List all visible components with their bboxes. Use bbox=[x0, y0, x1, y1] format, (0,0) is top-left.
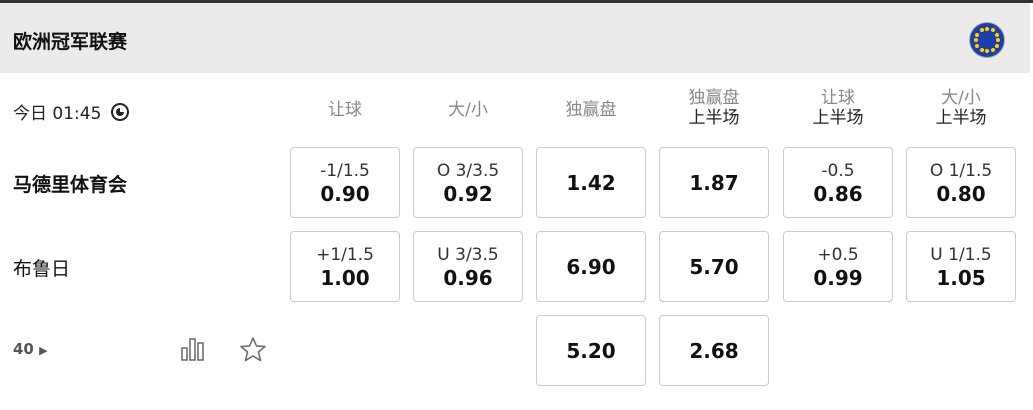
flag-star-icon bbox=[974, 38, 978, 42]
odds-button[interactable]: 2.68 bbox=[659, 315, 769, 386]
odds-line: -1/1.5 bbox=[320, 160, 370, 181]
flag-star-icon bbox=[975, 32, 980, 37]
column-label: 大/小 bbox=[941, 88, 981, 108]
team-name: 马德里体育会 bbox=[13, 174, 128, 196]
odds-line: O 3/3.5 bbox=[436, 160, 500, 181]
stats-icon[interactable] bbox=[180, 336, 206, 362]
column-label: 让球 bbox=[821, 88, 855, 108]
odds-value: 1.87 bbox=[689, 170, 739, 195]
column-header: 让球 bbox=[290, 100, 400, 120]
clock-icon bbox=[111, 102, 130, 121]
odds-line: O 1/1.5 bbox=[929, 160, 993, 181]
odds-button[interactable]: +1/1.5 1.00 bbox=[290, 231, 400, 302]
odds-line: +1/1.5 bbox=[316, 244, 374, 265]
column-label: 大/小 bbox=[448, 100, 488, 120]
odds-button[interactable]: -1/1.5 0.90 bbox=[290, 147, 400, 218]
odds-line: U 3/3.5 bbox=[437, 244, 499, 265]
column-header: 让球 上半场 bbox=[783, 88, 893, 128]
more-count: 40 bbox=[13, 340, 34, 358]
column-sublabel: 上半场 bbox=[935, 108, 987, 128]
match-time: 今日 01:45 bbox=[13, 99, 130, 124]
odds-value: 1.42 bbox=[566, 170, 616, 195]
odds-button[interactable]: U 3/3.5 0.96 bbox=[413, 231, 523, 302]
flag-star-icon bbox=[990, 28, 995, 33]
caret-right-icon: ▶ bbox=[39, 344, 48, 357]
flag-star-icon bbox=[979, 28, 984, 33]
flag-star-icon bbox=[985, 49, 989, 53]
odds-button[interactable]: 1.87 bbox=[659, 147, 769, 218]
odds-value: 0.80 bbox=[936, 181, 986, 206]
odds-value: 5.70 bbox=[689, 254, 739, 279]
odds-value: 2.68 bbox=[689, 338, 739, 363]
flag-star-icon bbox=[990, 47, 995, 52]
league-header[interactable]: 欧洲冠军联赛 bbox=[0, 3, 1030, 73]
odds-button[interactable]: O 1/1.5 0.80 bbox=[906, 147, 1016, 218]
column-label: 独赢盘 bbox=[688, 88, 740, 108]
column-sublabel: 上半场 bbox=[812, 108, 864, 128]
match-time-text: 今日 01:45 bbox=[13, 104, 102, 124]
column-header: 独赢盘 上半场 bbox=[659, 88, 769, 128]
odds-button[interactable]: U 1/1.5 1.05 bbox=[906, 231, 1016, 302]
odds-value: 5.20 bbox=[566, 338, 616, 363]
favorite-star-icon[interactable] bbox=[239, 336, 267, 363]
odds-value: 0.99 bbox=[813, 265, 863, 290]
column-header: 大/小 上半场 bbox=[906, 88, 1016, 128]
flag-star-icon bbox=[994, 43, 999, 48]
column-label: 让球 bbox=[328, 100, 362, 120]
column-header: 独赢盘 bbox=[536, 100, 646, 120]
odds-value: 0.86 bbox=[813, 181, 863, 206]
odds-button[interactable]: +0.5 0.99 bbox=[783, 231, 893, 302]
more-markets-button[interactable]: 40 ▶ bbox=[13, 340, 48, 358]
odds-value: 6.90 bbox=[566, 254, 616, 279]
odds-line: U 1/1.5 bbox=[930, 244, 992, 265]
column-header: 大/小 bbox=[413, 100, 523, 120]
flag-star-icon bbox=[994, 32, 999, 37]
top-border bbox=[0, 0, 1033, 3]
column-sublabel: 上半场 bbox=[688, 108, 740, 128]
team-name: 布鲁日 bbox=[13, 258, 71, 280]
odds-button[interactable]: -0.5 0.86 bbox=[783, 147, 893, 218]
odds-line: +0.5 bbox=[817, 244, 859, 265]
odds-value: 0.90 bbox=[320, 181, 370, 206]
flag-star-icon bbox=[996, 38, 1000, 42]
odds-value: 0.92 bbox=[443, 181, 493, 206]
odds-button[interactable]: 1.42 bbox=[536, 147, 646, 218]
eu-flag-icon bbox=[969, 22, 1005, 58]
odds-button[interactable]: 5.20 bbox=[536, 315, 646, 386]
odds-value: 1.05 bbox=[936, 265, 986, 290]
odds-value: 0.96 bbox=[443, 265, 493, 290]
flag-star-icon bbox=[975, 43, 980, 48]
flag-star-icon bbox=[985, 27, 989, 31]
odds-button[interactable]: 6.90 bbox=[536, 231, 646, 302]
odds-button[interactable]: O 3/3.5 0.92 bbox=[413, 147, 523, 218]
flag-star-icon bbox=[979, 47, 984, 52]
league-title: 欧洲冠军联赛 bbox=[13, 31, 128, 53]
odds-line: -0.5 bbox=[821, 160, 855, 181]
odds-value: 1.00 bbox=[320, 265, 370, 290]
odds-button[interactable]: 5.70 bbox=[659, 231, 769, 302]
column-label: 独赢盘 bbox=[565, 100, 617, 120]
